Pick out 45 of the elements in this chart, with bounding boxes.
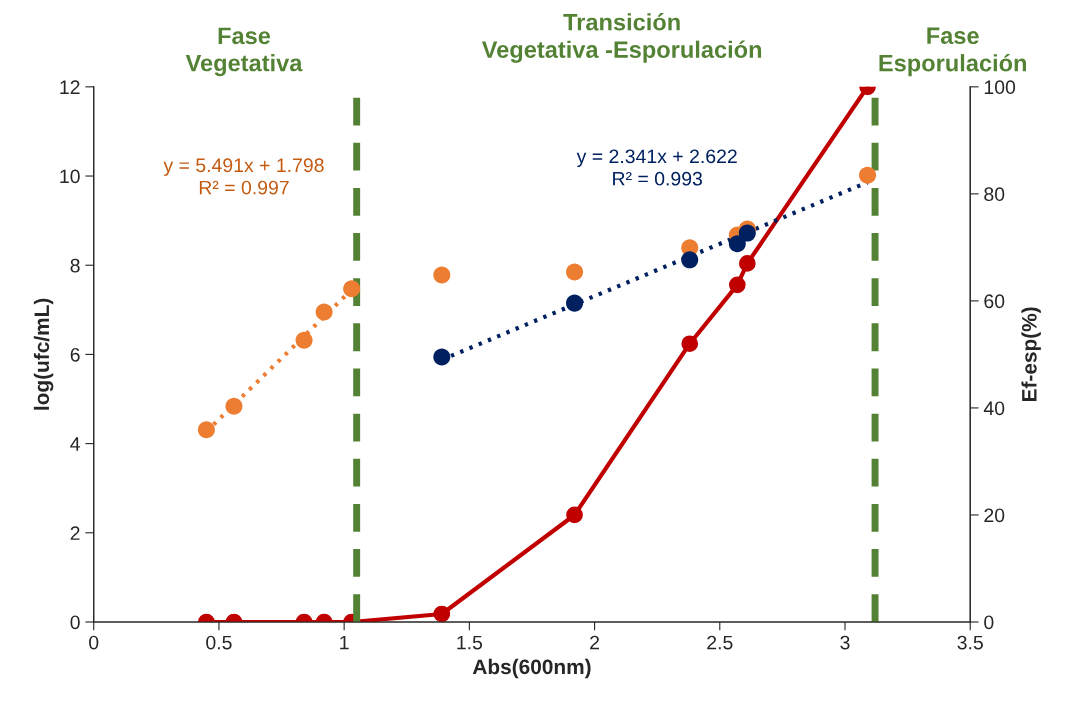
y-tick-label: 2 bbox=[70, 526, 80, 540]
point bbox=[343, 280, 361, 298]
point bbox=[859, 166, 877, 184]
x-tick-label: 3.5 bbox=[957, 635, 983, 650]
point bbox=[225, 397, 243, 415]
y2-tick-label: 60 bbox=[984, 294, 1005, 309]
point bbox=[739, 255, 756, 272]
x-tick-label: 0 bbox=[89, 635, 99, 650]
point bbox=[728, 235, 746, 253]
x-tick-label: 0.5 bbox=[206, 635, 232, 650]
y-tick-label: 10 bbox=[60, 169, 80, 184]
x-axis-title: Abs(600nm) bbox=[472, 658, 591, 679]
x-tick-label: 2 bbox=[590, 635, 600, 650]
text: Transición Vegetativa -Esporulación bbox=[481, 13, 762, 63]
point bbox=[295, 331, 313, 349]
ref-line-label: Fase Esporulación bbox=[879, 27, 1027, 77]
y2-tick-label: 20 bbox=[984, 508, 1005, 523]
x-tick-label: 2.5 bbox=[707, 635, 733, 650]
y2-axis-title: Ef-esp(%) bbox=[1021, 307, 1041, 402]
x-tick-label: 1.5 bbox=[457, 635, 483, 650]
y2-tick-label: 80 bbox=[984, 187, 1005, 202]
y-tick-label: 8 bbox=[70, 258, 80, 273]
y-tick-label: 0 bbox=[70, 615, 80, 630]
x-tick-label: 3 bbox=[840, 635, 850, 650]
point bbox=[566, 294, 584, 312]
annotation: y = 2.341x + 2.622 R² = 0.993 bbox=[576, 149, 737, 186]
x-tick-label: 1 bbox=[340, 635, 349, 650]
y-tick-label: 4 bbox=[70, 437, 80, 451]
y2-tick-label: 40 bbox=[983, 401, 1005, 416]
point bbox=[566, 263, 584, 281]
ref-line-label: Fase Vegetativa bbox=[185, 27, 303, 77]
y-tick-label: 6 bbox=[70, 347, 80, 362]
point bbox=[197, 421, 215, 439]
point bbox=[315, 303, 333, 321]
point bbox=[681, 251, 699, 269]
y2-tick-label: 100 bbox=[984, 80, 1016, 95]
y2-tick-label: 0 bbox=[984, 615, 994, 630]
point bbox=[681, 335, 699, 353]
point bbox=[728, 276, 746, 294]
y-axis-title: log(ufc/mL) bbox=[33, 298, 54, 410]
point bbox=[433, 266, 451, 284]
y-tick-label: 12 bbox=[60, 80, 80, 94]
point bbox=[433, 348, 451, 366]
annotation: y = 5.491x + 1.798 R² = 0.997 bbox=[163, 158, 324, 195]
point bbox=[738, 224, 756, 242]
